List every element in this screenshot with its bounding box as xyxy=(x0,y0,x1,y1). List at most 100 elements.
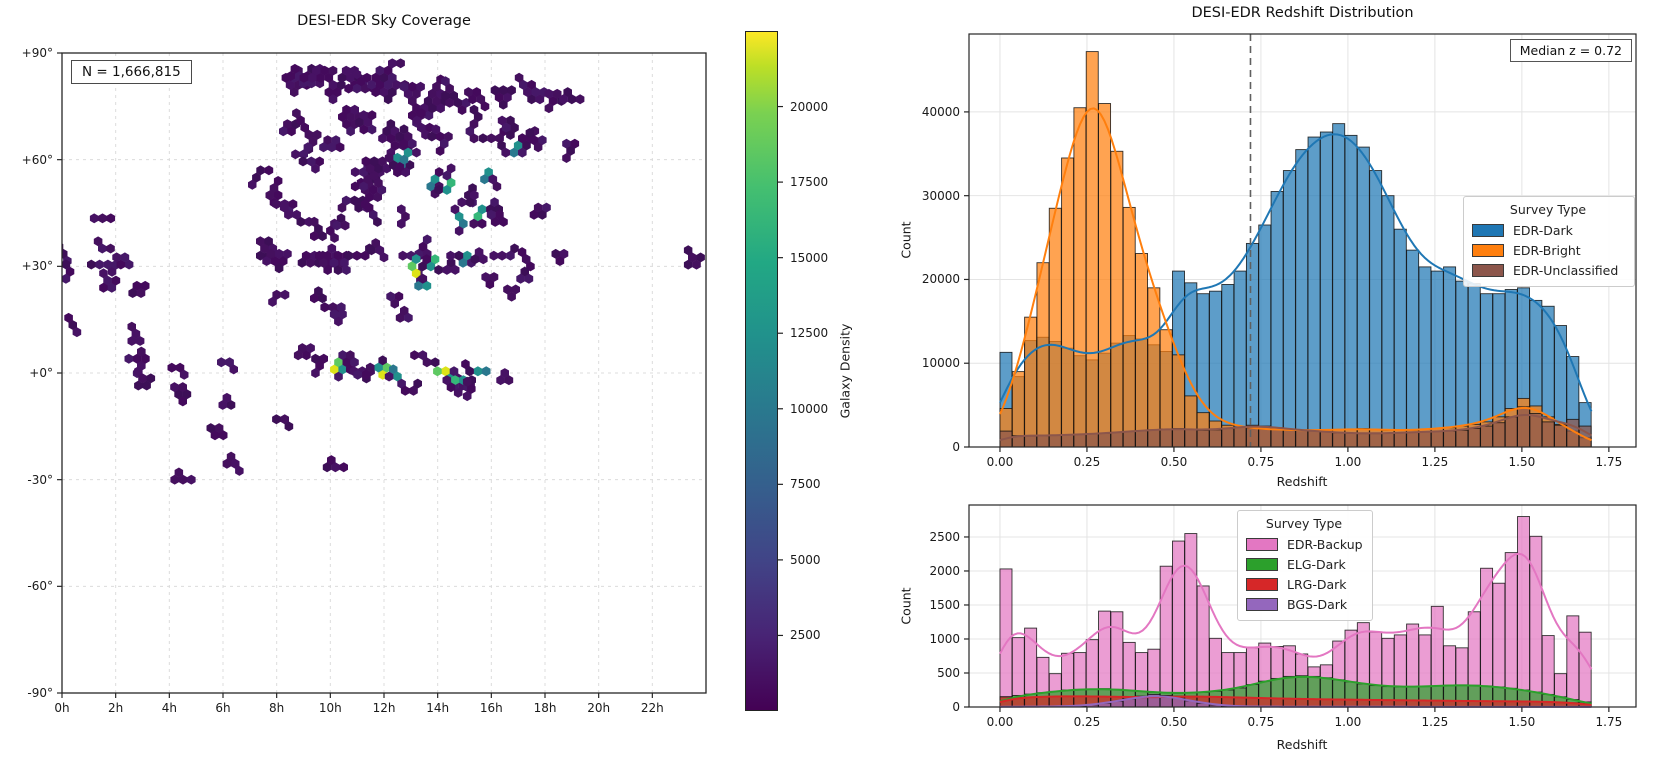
hexbin-cell xyxy=(341,65,351,76)
hexbin-cell xyxy=(542,202,551,213)
hexbin-cell xyxy=(440,138,449,149)
hexbin-cell xyxy=(346,350,355,361)
hexbin-cell xyxy=(329,257,339,268)
histogram-bar xyxy=(1085,433,1099,448)
sky-y-tick-label: -90° xyxy=(27,686,53,700)
hexbin-cell xyxy=(134,380,143,391)
hexbin-cell xyxy=(503,284,512,295)
histogram-bar xyxy=(1369,170,1383,448)
hexbin-cell xyxy=(422,357,432,368)
histogram-bar xyxy=(1295,149,1309,448)
hexbin-cell xyxy=(507,291,516,302)
hexbin-cell xyxy=(444,131,453,142)
histogram-bar xyxy=(1393,228,1407,448)
hexbin-cell xyxy=(446,257,456,268)
histogram-bar xyxy=(1578,631,1592,708)
hexbin-cell xyxy=(378,156,387,167)
hexbin-cell xyxy=(98,243,107,254)
sky-x-tick-label: 16h xyxy=(479,701,503,715)
redshift-sub-y-tick-label: 1000 xyxy=(929,631,960,646)
histogram-bar xyxy=(1455,429,1469,448)
hexbin-cell xyxy=(375,65,385,76)
hexbin-cell xyxy=(488,174,498,185)
hexbin-cell xyxy=(248,179,257,190)
hexbin-cell xyxy=(388,72,397,83)
hexbin-cell xyxy=(696,252,705,263)
hexbin-cell xyxy=(256,165,265,176)
hexbin-cell xyxy=(521,254,531,265)
kde-curve xyxy=(999,695,1592,706)
hexbin-cell xyxy=(430,254,440,265)
hexbin-cell xyxy=(473,211,483,222)
hexbin-cell xyxy=(355,117,364,128)
hexbin-cell xyxy=(442,185,452,195)
hexbin-cell xyxy=(141,353,150,364)
hexbin-cell xyxy=(389,364,398,375)
hexbin-cell xyxy=(226,400,236,410)
hexbin-cell xyxy=(499,85,508,96)
hexbin-cell xyxy=(316,72,325,83)
hexbin-cell xyxy=(299,72,309,83)
hexbin-cell xyxy=(319,257,328,268)
histogram-bar xyxy=(1196,429,1210,448)
hexbin-cell xyxy=(334,371,343,382)
hexbin-cell xyxy=(423,96,433,106)
hexbin-cell xyxy=(411,268,421,279)
hexbin-cell xyxy=(408,138,417,149)
histogram-bar xyxy=(1332,432,1346,448)
hexbin-cell xyxy=(124,259,134,270)
hexbin-cell xyxy=(320,302,329,313)
legend-entry-label: EDR-Bright xyxy=(1513,242,1581,258)
hexbin-cell xyxy=(371,87,380,98)
histogram-bar xyxy=(1443,430,1457,448)
hexbin-cell xyxy=(284,421,294,432)
hexbin-cell xyxy=(367,80,376,90)
hexbin-cell xyxy=(442,170,452,181)
redshift-main-xlabel: Redshift xyxy=(1276,474,1328,489)
hexbin-cell xyxy=(525,128,535,138)
hexbin-cell xyxy=(265,190,275,201)
hexbin-cell xyxy=(252,172,261,183)
histogram-bar xyxy=(1110,150,1124,448)
hexbin-cell xyxy=(273,190,283,201)
hexbin-cell xyxy=(89,213,99,224)
hexbin-cell xyxy=(367,245,376,256)
hexbin-cell xyxy=(352,250,362,261)
hexbin-cell xyxy=(324,87,334,98)
histogram-bar xyxy=(1147,429,1161,448)
hexbin-cell xyxy=(338,112,347,122)
hexbin-cell xyxy=(399,138,409,149)
hexbin-cell xyxy=(318,231,327,242)
hexbin-cell xyxy=(361,369,371,380)
hexbin-cell xyxy=(431,124,441,135)
hexbin-cell xyxy=(279,126,288,137)
hexbin-cell xyxy=(434,167,444,177)
histogram-bar xyxy=(1332,123,1346,448)
legend-swatch-icon xyxy=(1246,577,1278,591)
hexbin-cell xyxy=(371,72,380,83)
hexbin-cell xyxy=(326,225,335,236)
hexbin-cell xyxy=(432,81,441,92)
redshift-sub-x-tick-label: 0.25 xyxy=(1073,715,1101,729)
hexbin-cell xyxy=(503,92,512,103)
hexbin-cell xyxy=(453,387,463,398)
hexbin-cell xyxy=(206,423,216,433)
redshift-sub-y-tick-label: 2000 xyxy=(929,563,960,578)
hexbin-cell xyxy=(398,250,408,261)
hexbin-cell xyxy=(137,346,146,357)
hexbin-cell xyxy=(386,291,395,302)
hexbin-cell xyxy=(338,364,347,375)
hexbin-cell xyxy=(314,224,323,234)
hexbin-cell xyxy=(499,217,508,227)
hexbin-cell xyxy=(323,250,332,261)
hexbin-cell xyxy=(499,99,508,110)
hexbin-cell xyxy=(235,466,244,476)
hexbin-cell xyxy=(489,250,498,261)
hexbin-cell xyxy=(487,133,496,144)
hexbin-cell xyxy=(314,286,323,297)
hexbin-cell xyxy=(404,312,413,323)
hexbin-cell xyxy=(342,119,351,130)
legend-swatch-icon xyxy=(1472,243,1504,257)
hexbin-cell xyxy=(468,94,477,105)
hexbin-cell xyxy=(465,366,474,377)
